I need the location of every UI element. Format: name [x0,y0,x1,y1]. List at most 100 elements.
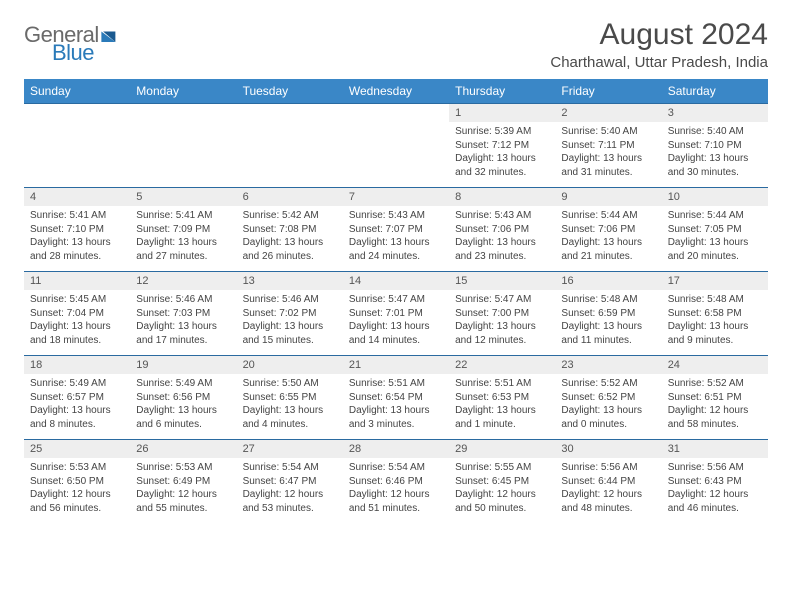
sunrise-text: Sunrise: 5:45 AM [30,293,124,307]
day-info: Sunrise: 5:46 AMSunset: 7:02 PMDaylight:… [237,290,343,356]
daylight-text: Daylight: 13 hours and 30 minutes. [668,152,762,179]
day-number: 29 [449,440,555,459]
sunset-text: Sunset: 7:06 PM [455,223,549,237]
daylight-text: Daylight: 13 hours and 9 minutes. [668,320,762,347]
sunrise-text: Sunrise: 5:48 AM [561,293,655,307]
day-info: Sunrise: 5:54 AMSunset: 6:46 PMDaylight:… [343,458,449,523]
day-number: 12 [130,272,236,291]
sunset-text: Sunset: 6:52 PM [561,391,655,405]
day-info: Sunrise: 5:47 AMSunset: 7:00 PMDaylight:… [449,290,555,356]
sunrise-text: Sunrise: 5:46 AM [136,293,230,307]
daylight-text: Daylight: 13 hours and 28 minutes. [30,236,124,263]
page-title: August 2024 [550,18,768,52]
day-info: Sunrise: 5:47 AMSunset: 7:01 PMDaylight:… [343,290,449,356]
daynum-row: 11121314151617 [24,272,768,291]
info-row: Sunrise: 5:41 AMSunset: 7:10 PMDaylight:… [24,206,768,272]
day-number: 21 [343,356,449,375]
sunset-text: Sunset: 7:10 PM [30,223,124,237]
day-info: Sunrise: 5:43 AMSunset: 7:06 PMDaylight:… [449,206,555,272]
day-info: Sunrise: 5:50 AMSunset: 6:55 PMDaylight:… [237,374,343,440]
day-info: Sunrise: 5:48 AMSunset: 6:58 PMDaylight:… [662,290,768,356]
day-info: Sunrise: 5:55 AMSunset: 6:45 PMDaylight:… [449,458,555,523]
daylight-text: Daylight: 12 hours and 48 minutes. [561,488,655,515]
sunset-text: Sunset: 7:10 PM [668,139,762,153]
sunset-text: Sunset: 6:56 PM [136,391,230,405]
info-row: Sunrise: 5:49 AMSunset: 6:57 PMDaylight:… [24,374,768,440]
day-info: Sunrise: 5:41 AMSunset: 7:09 PMDaylight:… [130,206,236,272]
title-block: August 2024 Charthawal, Uttar Pradesh, I… [550,18,768,71]
daylight-text: Daylight: 13 hours and 8 minutes. [30,404,124,431]
day-number: 8 [449,188,555,207]
calendar-table: Sunday Monday Tuesday Wednesday Thursday… [24,79,768,523]
weekday-header-row: Sunday Monday Tuesday Wednesday Thursday… [24,79,768,104]
day-number: 9 [555,188,661,207]
weekday-header: Sunday [24,79,130,104]
sunrise-text: Sunrise: 5:49 AM [136,377,230,391]
day-info: Sunrise: 5:54 AMSunset: 6:47 PMDaylight:… [237,458,343,523]
day-info: Sunrise: 5:53 AMSunset: 6:50 PMDaylight:… [24,458,130,523]
sunrise-text: Sunrise: 5:42 AM [243,209,337,223]
weekday-header: Thursday [449,79,555,104]
day-info: Sunrise: 5:56 AMSunset: 6:43 PMDaylight:… [662,458,768,523]
day-number: 23 [555,356,661,375]
sunrise-text: Sunrise: 5:40 AM [561,125,655,139]
day-number: 6 [237,188,343,207]
daylight-text: Daylight: 13 hours and 23 minutes. [455,236,549,263]
sunset-text: Sunset: 6:59 PM [561,307,655,321]
daylight-text: Daylight: 13 hours and 20 minutes. [668,236,762,263]
sunset-text: Sunset: 6:47 PM [243,475,337,489]
day-info: Sunrise: 5:43 AMSunset: 7:07 PMDaylight:… [343,206,449,272]
sunrise-text: Sunrise: 5:49 AM [30,377,124,391]
sunset-text: Sunset: 6:54 PM [349,391,443,405]
sunrise-text: Sunrise: 5:55 AM [455,461,549,475]
day-info: Sunrise: 5:40 AMSunset: 7:11 PMDaylight:… [555,122,661,188]
sunset-text: Sunset: 6:45 PM [455,475,549,489]
sunrise-text: Sunrise: 5:43 AM [349,209,443,223]
sunset-text: Sunset: 6:49 PM [136,475,230,489]
sunset-text: Sunset: 7:03 PM [136,307,230,321]
daynum-row: 123 [24,104,768,123]
sunset-text: Sunset: 6:44 PM [561,475,655,489]
day-number: 3 [662,104,768,123]
day-number: 28 [343,440,449,459]
day-number: 27 [237,440,343,459]
day-info: Sunrise: 5:45 AMSunset: 7:04 PMDaylight:… [24,290,130,356]
sunrise-text: Sunrise: 5:39 AM [455,125,549,139]
daylight-text: Daylight: 13 hours and 26 minutes. [243,236,337,263]
sunset-text: Sunset: 6:57 PM [30,391,124,405]
info-row: Sunrise: 5:53 AMSunset: 6:50 PMDaylight:… [24,458,768,523]
sunset-text: Sunset: 7:01 PM [349,307,443,321]
day-number [24,104,130,123]
day-number: 2 [555,104,661,123]
day-info [24,122,130,188]
sunset-text: Sunset: 7:06 PM [561,223,655,237]
sunrise-text: Sunrise: 5:40 AM [668,125,762,139]
sunrise-text: Sunrise: 5:51 AM [455,377,549,391]
day-number: 20 [237,356,343,375]
day-number [343,104,449,123]
daynum-row: 45678910 [24,188,768,207]
sunrise-text: Sunrise: 5:46 AM [243,293,337,307]
sunrise-text: Sunrise: 5:52 AM [668,377,762,391]
day-info [237,122,343,188]
daylight-text: Daylight: 13 hours and 14 minutes. [349,320,443,347]
day-info: Sunrise: 5:46 AMSunset: 7:03 PMDaylight:… [130,290,236,356]
day-number: 24 [662,356,768,375]
day-number [130,104,236,123]
daynum-row: 25262728293031 [24,440,768,459]
day-info: Sunrise: 5:48 AMSunset: 6:59 PMDaylight:… [555,290,661,356]
day-number: 18 [24,356,130,375]
logo: GeneralBlue [24,24,121,64]
info-row: Sunrise: 5:39 AMSunset: 7:12 PMDaylight:… [24,122,768,188]
sunset-text: Sunset: 7:04 PM [30,307,124,321]
sunrise-text: Sunrise: 5:43 AM [455,209,549,223]
daylight-text: Daylight: 13 hours and 11 minutes. [561,320,655,347]
sunrise-text: Sunrise: 5:53 AM [30,461,124,475]
daylight-text: Daylight: 12 hours and 51 minutes. [349,488,443,515]
day-number: 10 [662,188,768,207]
day-number: 1 [449,104,555,123]
sunrise-text: Sunrise: 5:47 AM [455,293,549,307]
sunset-text: Sunset: 7:08 PM [243,223,337,237]
sunrise-text: Sunrise: 5:56 AM [561,461,655,475]
sunrise-text: Sunrise: 5:52 AM [561,377,655,391]
